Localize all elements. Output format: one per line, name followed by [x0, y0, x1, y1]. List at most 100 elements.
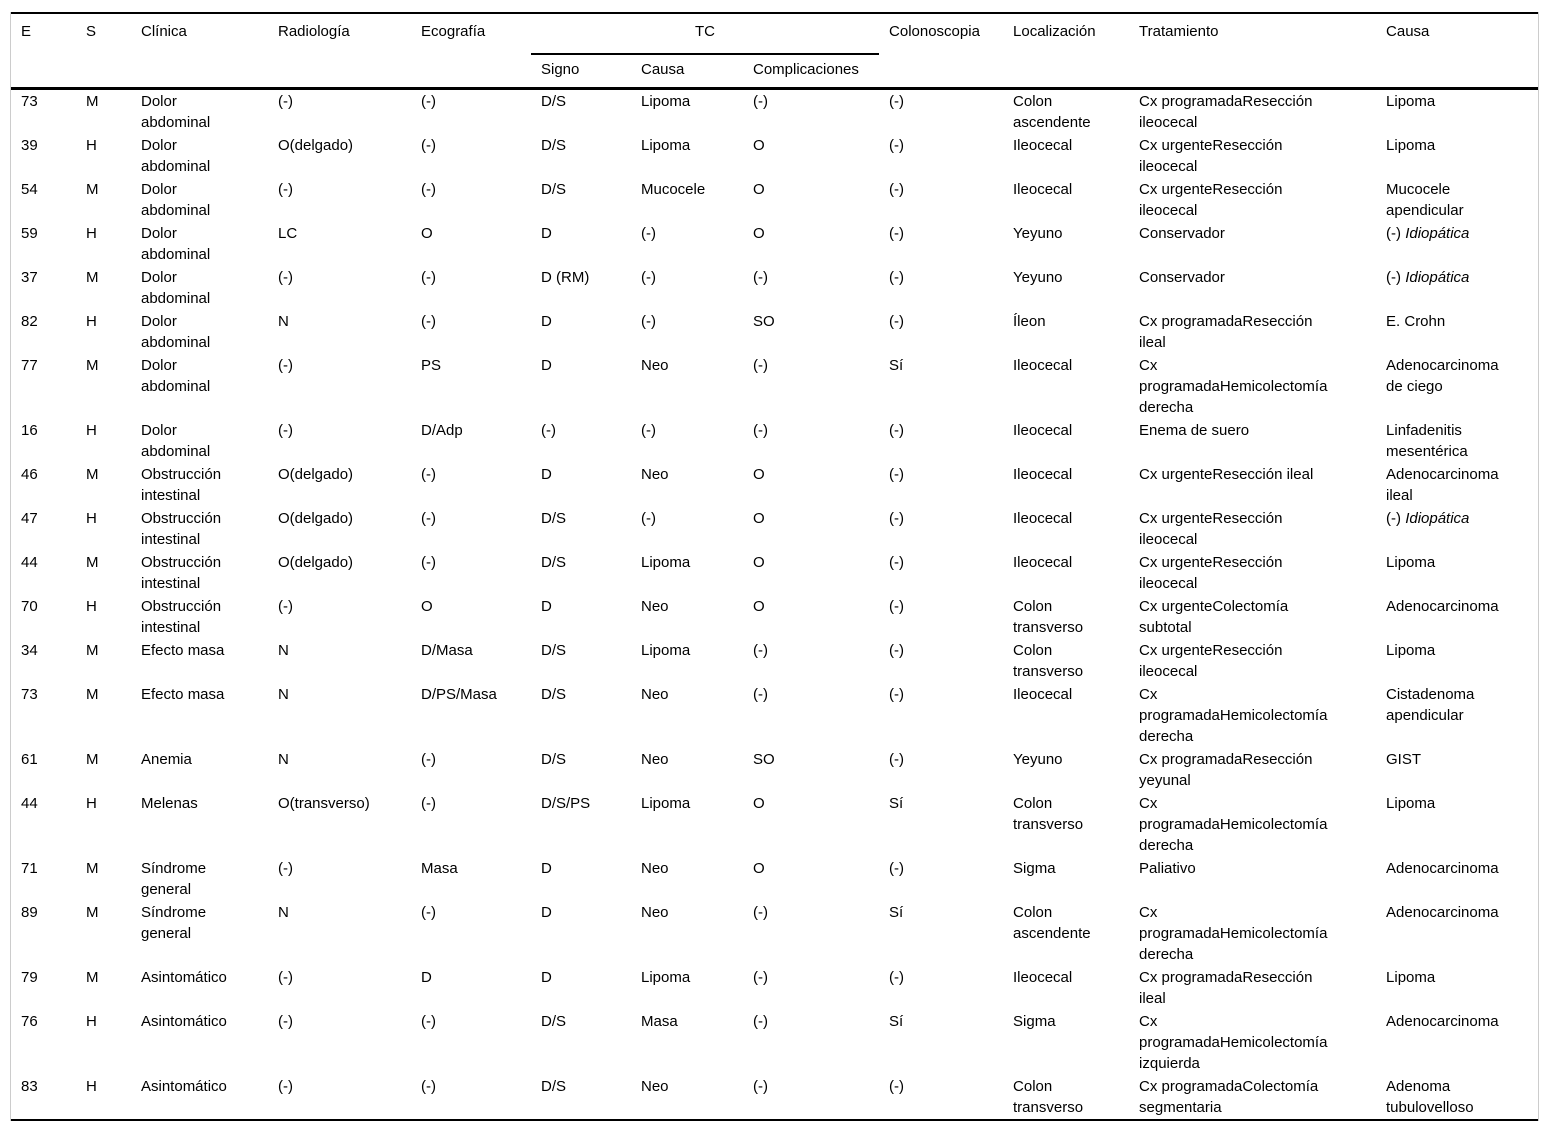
cell-tc-signo: D — [541, 466, 552, 483]
cell-edad: 39 — [21, 137, 38, 154]
cell-tc-causa: Neo — [641, 357, 669, 374]
cell-sexo: M — [86, 93, 99, 110]
cell-tc-signo: D/S/PS — [541, 795, 591, 812]
cell-tc-causa: Neo — [641, 751, 669, 768]
table-row: 71 M Síndrome general (-) Masa D Neo O (… — [11, 857, 1538, 901]
cell-edad: 54 — [21, 181, 38, 198]
cell-radiologia: (-) — [278, 860, 293, 877]
col-header-tratamiento: Tratamiento — [1129, 13, 1377, 90]
cell-localizacion: Ileocecal — [1013, 357, 1073, 374]
cell-localizacion: Colon ascendente — [1013, 904, 1091, 942]
cell-tc-complicaciones: SO — [753, 751, 775, 768]
cell-tc-signo: D/S — [541, 1078, 567, 1095]
table-row: 89 M Síndrome general N (-) D Neo (-) Sí… — [11, 901, 1538, 966]
cell-sexo: H — [86, 137, 97, 154]
cell-causa-final: Lipoma — [1376, 639, 1538, 683]
cell-tratamiento: Cx programadaColectomía segmentaria — [1139, 1078, 1319, 1116]
cell-tc-signo: D/S — [541, 642, 567, 659]
col-header-tc-signo: Signo — [531, 54, 631, 90]
cell-tc-causa: Neo — [641, 904, 669, 921]
cell-radiologia: (-) — [278, 1013, 293, 1030]
cell-tc-complicaciones: (-) — [753, 1078, 768, 1095]
cell-radiologia: (-) — [278, 269, 293, 286]
cell-tc-causa: Neo — [641, 466, 669, 483]
cell-tc-complicaciones: (-) — [753, 93, 768, 110]
cell-sexo: M — [86, 751, 99, 768]
cell-tc-complicaciones: O — [753, 181, 765, 198]
cell-tratamiento: Cx programadaHemicolectomía izquierda — [1139, 1013, 1328, 1072]
cell-sexo: H — [86, 422, 97, 439]
table-row: 37 M Dolor abdominal (-) (-) D (RM) (-) … — [11, 266, 1538, 310]
cell-radiologia: (-) — [278, 969, 293, 986]
cell-tratamiento: Paliativo — [1139, 860, 1196, 877]
cell-edad: 89 — [21, 904, 38, 921]
cell-causa-final: (-) Idiopática — [1376, 507, 1538, 551]
cell-tratamiento: Cx urgenteResección ileocecal — [1139, 642, 1283, 680]
cell-tc-causa: Lipoma — [641, 642, 691, 659]
cell-localizacion: Ileocecal — [1013, 137, 1073, 154]
cell-tc-signo: D/S — [541, 137, 567, 154]
col-header-colonoscopia: Colonoscopia — [879, 13, 1004, 90]
cell-clinica: Asintomático — [141, 969, 227, 986]
cell-clinica: Dolor abdominal — [141, 225, 211, 263]
cell-edad: 73 — [21, 686, 38, 703]
cell-colonoscopia: Sí — [889, 904, 904, 921]
cell-localizacion: Ileocecal — [1013, 510, 1073, 527]
cell-clinica: Asintomático — [141, 1013, 227, 1030]
cell-causa-final: Adenocarcinoma — [1376, 595, 1538, 639]
cell-causa-final: Adenocarcinoma de ciego — [1376, 354, 1538, 419]
cell-tc-causa: Lipoma — [641, 795, 691, 812]
cell-ecografia: (-) — [421, 1013, 436, 1030]
cell-radiologia: O(delgado) — [278, 510, 354, 527]
cell-tratamiento: Cx urgenteResección ileocecal — [1139, 137, 1283, 175]
cell-radiologia: (-) — [278, 181, 293, 198]
cell-colonoscopia: (-) — [889, 860, 905, 877]
cell-edad: 47 — [21, 510, 38, 527]
cell-localizacion: Ileocecal — [1013, 181, 1073, 198]
cell-tc-signo: D (RM) — [541, 269, 590, 286]
cell-colonoscopia: (-) — [889, 422, 905, 439]
causa-text: Adenocarcinoma — [1386, 1013, 1499, 1030]
cell-sexo: M — [86, 181, 99, 198]
cell-clinica: Síndrome general — [141, 904, 207, 942]
cell-clinica: Dolor abdominal — [141, 137, 211, 175]
cell-tc-signo: D/S — [541, 554, 567, 571]
cell-clinica: Obstrucción intestinal — [141, 554, 222, 592]
cell-ecografia: (-) — [421, 137, 436, 154]
cell-radiologia: (-) — [278, 93, 293, 110]
cell-radiologia: N — [278, 904, 289, 921]
cell-tc-signo: D/S — [541, 751, 567, 768]
cell-tc-signo: D/S — [541, 93, 567, 110]
cell-localizacion: Sigma — [1013, 1013, 1056, 1030]
cell-tratamiento: Cx urgenteResección ileocecal — [1139, 554, 1283, 592]
cell-tc-complicaciones: (-) — [753, 422, 768, 439]
cell-colonoscopia: (-) — [889, 1078, 905, 1095]
cell-sexo: H — [86, 313, 97, 330]
cell-ecografia: (-) — [421, 510, 436, 527]
cell-localizacion: Yeyuno — [1013, 751, 1063, 768]
causa-italic-text: Idiopática — [1405, 225, 1470, 242]
cell-tc-signo: D — [541, 969, 552, 986]
cell-radiologia: (-) — [278, 357, 293, 374]
cell-edad: 83 — [21, 1078, 38, 1095]
cell-causa-final: Lipoma — [1376, 134, 1538, 178]
cell-sexo: H — [86, 1013, 97, 1030]
cell-ecografia: O — [421, 598, 433, 615]
cell-colonoscopia: Sí — [889, 1013, 904, 1030]
cell-tc-complicaciones: O — [753, 137, 765, 154]
cell-tc-causa: Masa — [641, 1013, 678, 1030]
cell-localizacion: Colon transverso — [1013, 795, 1084, 833]
cell-edad: 34 — [21, 642, 38, 659]
table-row: 76 H Asintomático (-) (-) D/S Masa (-) S… — [11, 1010, 1538, 1075]
cell-colonoscopia: (-) — [889, 554, 905, 571]
cell-tratamiento: Cx programadaResección ileocecal — [1139, 93, 1313, 131]
cell-sexo: M — [86, 686, 99, 703]
cell-colonoscopia: (-) — [889, 686, 905, 703]
causa-text: Lipoma — [1386, 969, 1436, 986]
causa-italic-text: Idiopática — [1405, 510, 1470, 527]
cell-causa-final: Adenocarcinoma ileal — [1376, 463, 1538, 507]
clinical-cases-table: E S Clínica Radiología Ecografía TC Colo… — [11, 12, 1539, 1121]
cell-tc-complicaciones: O — [753, 598, 765, 615]
cell-ecografia: (-) — [421, 269, 436, 286]
cell-colonoscopia: (-) — [889, 313, 905, 330]
